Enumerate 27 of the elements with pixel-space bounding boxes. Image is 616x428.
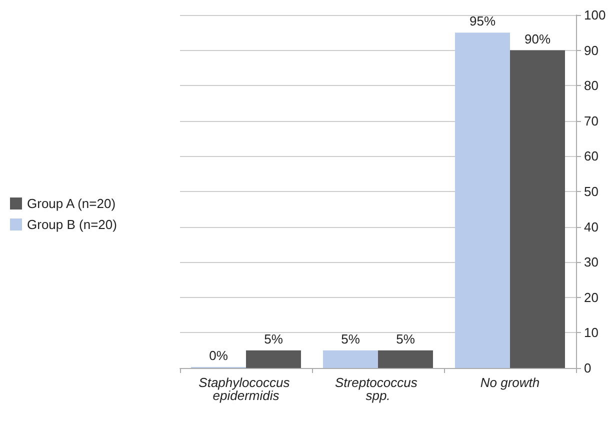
y-tick-label: 10 <box>584 325 598 340</box>
data-label: 95% <box>469 14 496 29</box>
data-label: 0% <box>209 348 228 363</box>
y-tick-label: 90 <box>584 42 598 58</box>
y-tick-label: 0 <box>584 360 592 376</box>
bar <box>323 350 378 368</box>
data-label: 5% <box>341 331 360 346</box>
y-tick-label: 70 <box>584 113 598 128</box>
x-tick-label: Streptococcus spp. <box>335 375 421 403</box>
y-tick-label: 60 <box>584 148 598 164</box>
x-tick-label: Staphylococcus epidermidis <box>198 375 294 403</box>
x-tick-label: No growth <box>480 375 540 390</box>
y-tick-label: 80 <box>584 78 598 94</box>
y-tick-label: 50 <box>584 184 598 199</box>
data-label: 90% <box>524 31 551 46</box>
y-tick-label: 100 <box>584 8 606 22</box>
bar <box>378 350 433 368</box>
bar <box>510 50 565 368</box>
y-tick-label: 40 <box>584 219 598 234</box>
data-label: 5% <box>264 331 284 346</box>
legend-label: Group A (n=20) <box>27 196 116 211</box>
bar <box>246 350 301 368</box>
y-tick-label: 20 <box>584 290 598 305</box>
y-tick-label: 30 <box>584 254 598 270</box>
data-label: 5% <box>396 331 416 346</box>
bar <box>455 32 510 368</box>
legend-label: Group B (n=20) <box>27 217 117 232</box>
